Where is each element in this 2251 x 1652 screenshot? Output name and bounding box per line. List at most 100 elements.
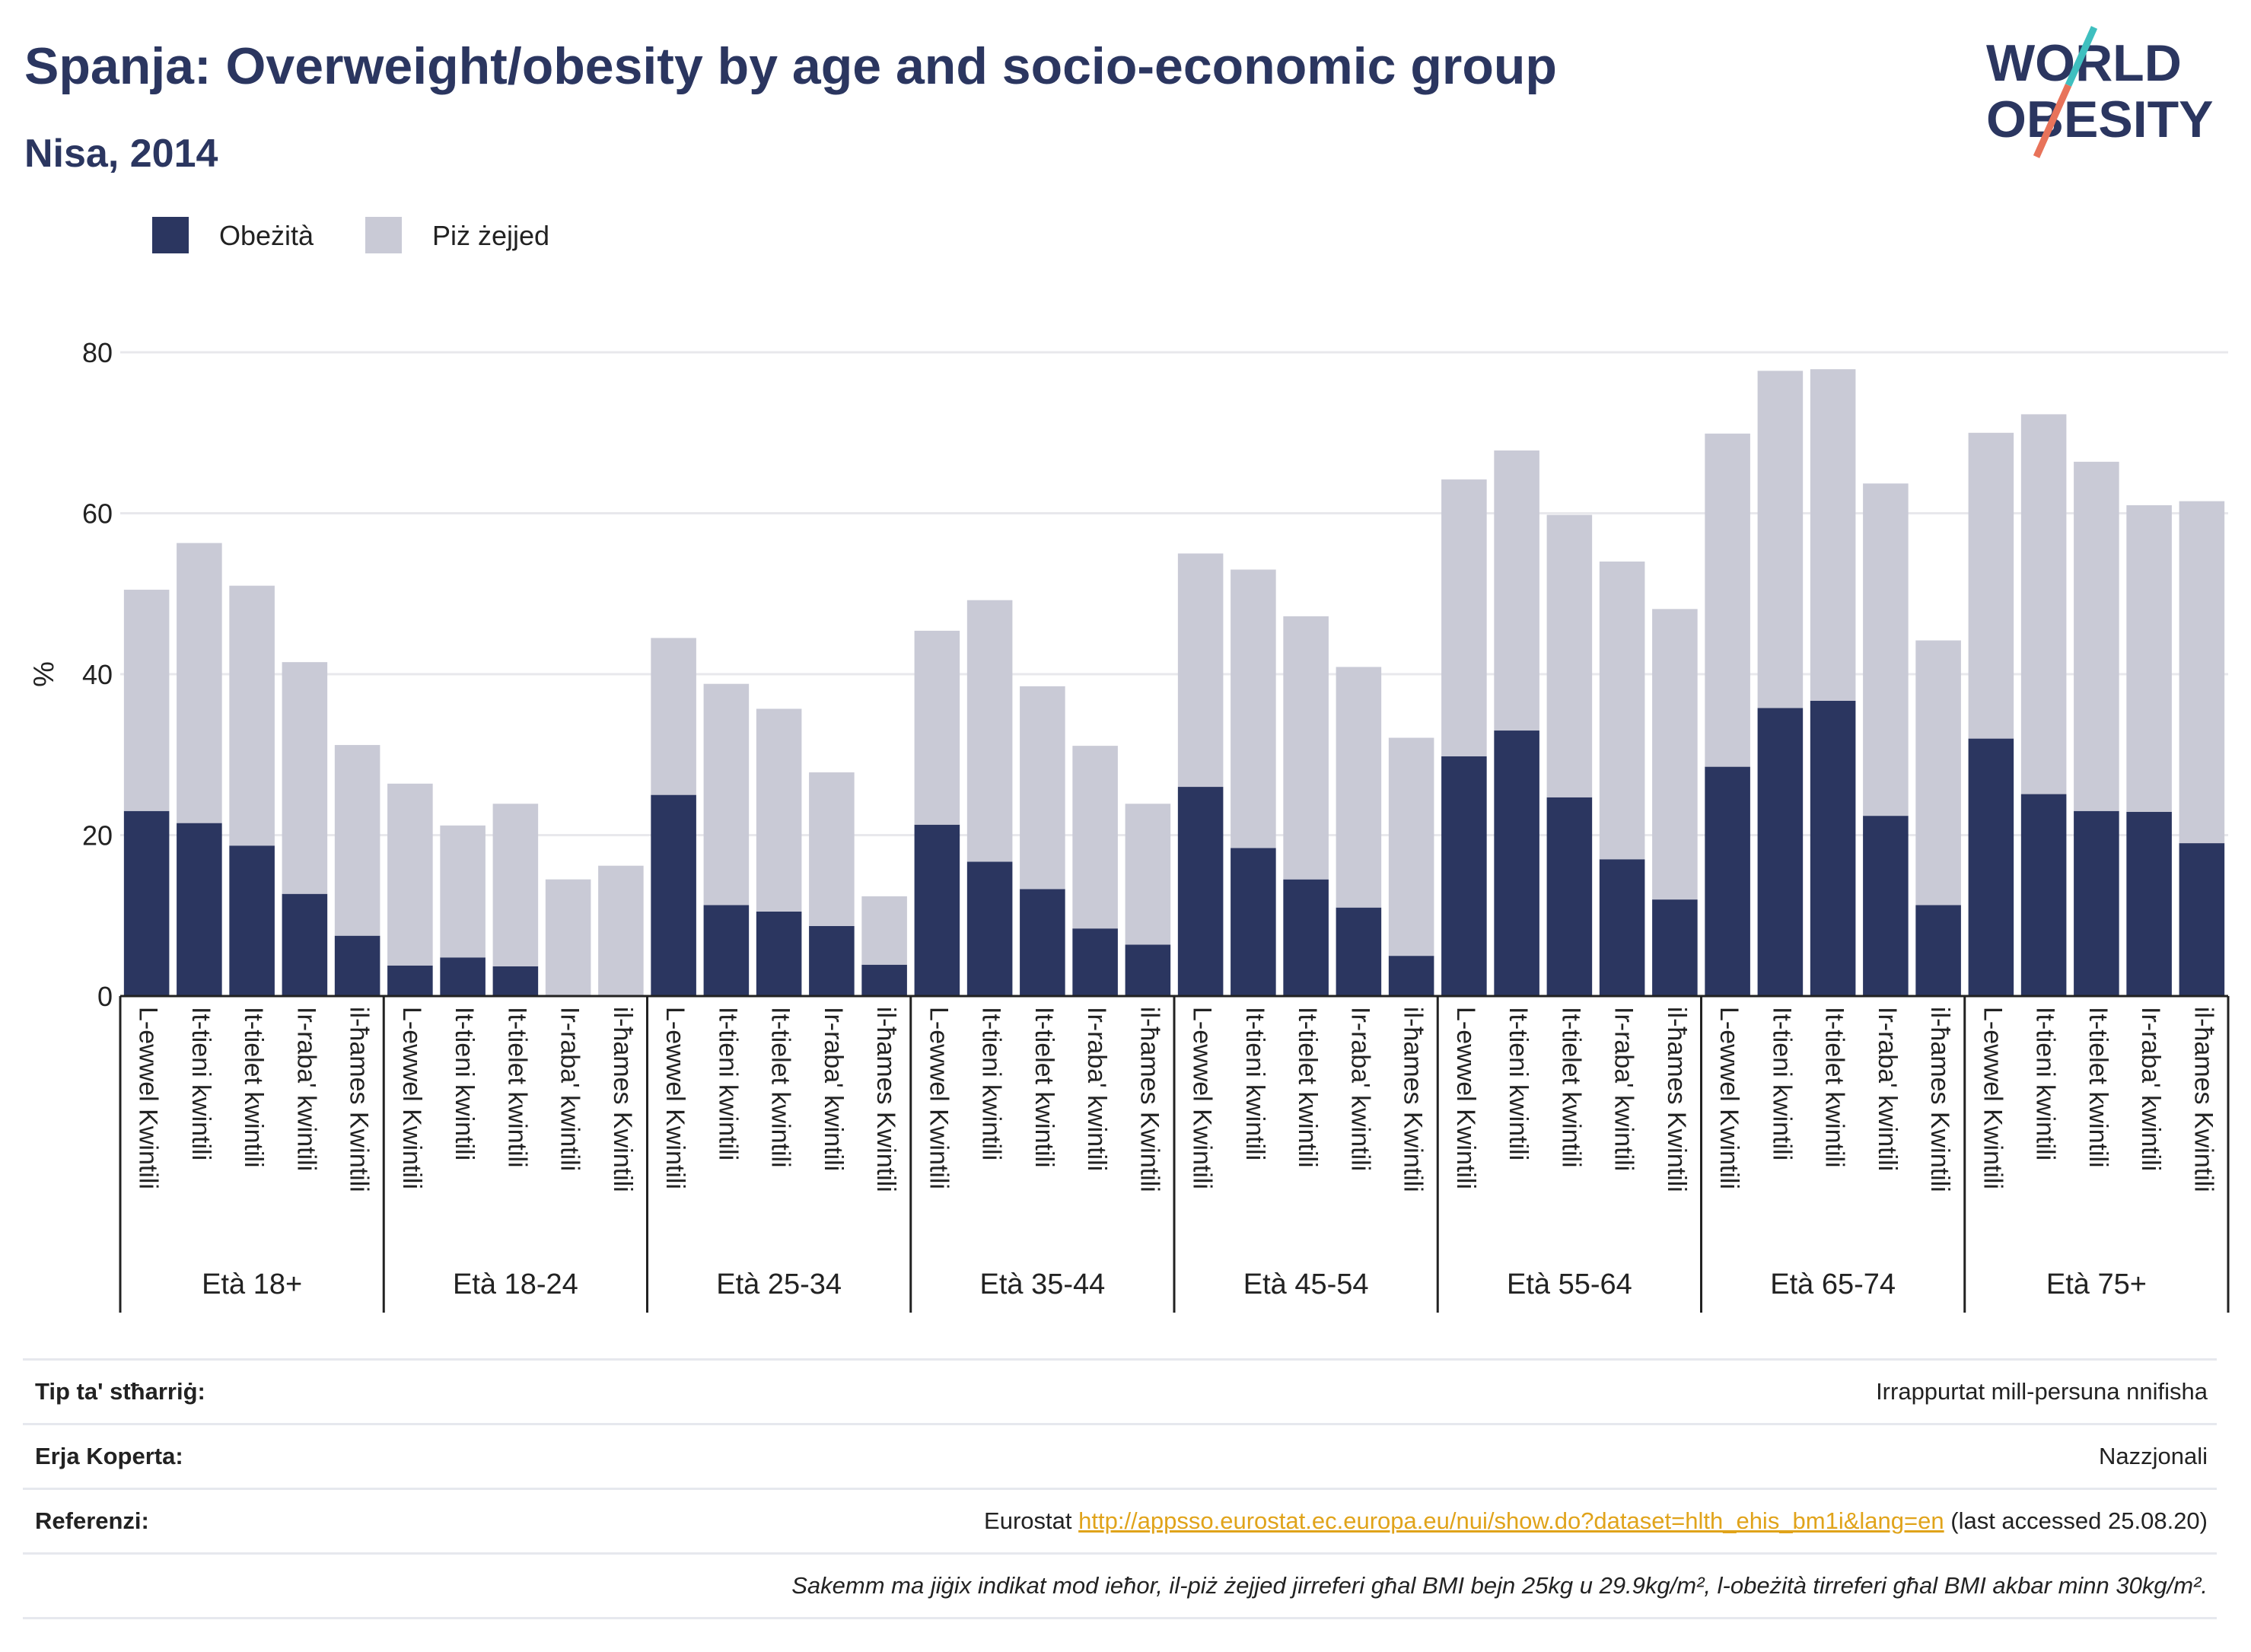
bar-overweight — [1863, 483, 1909, 816]
legend-label: Obeżità — [219, 220, 314, 251]
reference-link[interactable]: http://appsso.eurostat.ec.europa.eu/nui/… — [1078, 1507, 1944, 1534]
x-tick-label: It-tieni kwintili — [1504, 1007, 1533, 1160]
bar-overweight — [1599, 561, 1645, 860]
logo-slash-teal — [2065, 26, 2098, 87]
y-axis-label: % — [28, 661, 60, 687]
bar-obese — [334, 935, 380, 996]
x-tick-label: It-tielet kwintili — [239, 1007, 268, 1168]
bar-obese — [1546, 797, 1593, 996]
bar-obese — [282, 893, 328, 996]
x-tick-label: It-tielet kwintili — [2084, 1007, 2113, 1168]
bar-obese — [1915, 905, 1961, 996]
x-tick-label: il-ħames Kwintili — [1925, 1007, 1954, 1192]
bar-overweight — [2074, 461, 2119, 811]
x-tick-label: Ir-raba' kwintili — [291, 1007, 320, 1171]
bar-obese — [1125, 944, 1171, 996]
x-tick-label: Ir-raba' kwintili — [556, 1007, 584, 1171]
x-tick-label: Ir-raba' kwintili — [1609, 1007, 1638, 1171]
bar-obese — [966, 861, 1013, 996]
world-obesity-logo: WORLD OBESITY — [1986, 26, 2214, 158]
bar-overweight — [966, 600, 1013, 862]
logo-text-line2: OBESITY — [1986, 91, 2214, 148]
x-tick-label: It-tieni kwintili — [450, 1007, 479, 1160]
bar-overweight — [756, 708, 802, 912]
bar-obese — [1336, 907, 1382, 996]
bar-overweight — [2179, 501, 2225, 844]
bar-overweight — [440, 825, 486, 958]
bar-overweight — [809, 772, 855, 926]
bar-overweight — [1441, 479, 1487, 756]
y-tick-label: 20 — [82, 820, 113, 851]
group-label: Età 55-64 — [1507, 1268, 1632, 1300]
x-tick-label: It-tielet kwintili — [1030, 1007, 1059, 1168]
x-tick-label: il-ħames Kwintili — [1135, 1007, 1164, 1192]
x-tick-label: L-ewwel Kwintili — [134, 1007, 163, 1189]
x-tick-label: It-tielet kwintili — [766, 1007, 795, 1168]
x-tick-label: Ir-raba' kwintili — [2136, 1007, 2165, 1171]
bar-obese — [2020, 794, 2067, 996]
bar-overweight — [1231, 569, 1276, 848]
x-tick-label: L-ewwel Kwintili — [1978, 1007, 2007, 1189]
group-label: Età 45-54 — [1243, 1268, 1369, 1300]
bar-overweight — [1336, 667, 1382, 908]
bar-obese — [229, 845, 275, 996]
bar-overweight — [1810, 369, 1856, 701]
bar-overweight — [2020, 414, 2067, 794]
legend-swatch — [365, 217, 402, 253]
x-tick-label: It-tieni kwintili — [713, 1007, 742, 1160]
x-tick-label: L-ewwel Kwintili — [397, 1007, 426, 1189]
bar-obese — [651, 794, 696, 996]
bar-overweight — [651, 638, 696, 795]
x-tick-label: It-tieni kwintili — [1767, 1007, 1796, 1160]
x-tick-label: L-ewwel Kwintili — [661, 1007, 689, 1189]
x-tick-label: L-ewwel Kwintili — [1715, 1007, 1743, 1189]
x-tick-label: Ir-raba' kwintili — [1082, 1007, 1111, 1171]
y-tick-label: 0 — [97, 981, 113, 1012]
bar-overweight — [1125, 804, 1171, 945]
info-row-note: Sakemm ma jiġix indikat mod ieħor, il-pi… — [23, 1552, 2217, 1619]
bar-overweight — [1177, 553, 1224, 788]
x-tick-label: It-tielet kwintili — [1293, 1007, 1322, 1168]
x-tick-label: L-ewwel Kwintili — [1188, 1007, 1217, 1189]
x-tick-label: Ir-raba' kwintili — [819, 1007, 848, 1171]
bar-obese — [1810, 700, 1856, 996]
x-tick-label: L-ewwel Kwintili — [924, 1007, 953, 1189]
definition-note: Sakemm ma jiġix indikat mod ieħor, il-pi… — [791, 1572, 2208, 1599]
x-tick-label: il-ħames Kwintili — [2189, 1007, 2218, 1192]
bar-overweight — [914, 630, 960, 825]
group-label: Età 18-24 — [453, 1268, 578, 1300]
bar-obese — [1020, 889, 1065, 996]
references-value: Eurostat http://appsso.eurostat.ec.europ… — [984, 1507, 2217, 1535]
bar-obese — [914, 824, 960, 996]
x-tick-label: L-ewwel Kwintili — [1451, 1007, 1480, 1189]
bar-obese — [2179, 843, 2225, 996]
chart-title: Spanja: Overweight/obesity by age and so… — [24, 37, 1557, 95]
bar-overweight — [1968, 432, 2014, 739]
bar-overweight — [1283, 616, 1329, 880]
x-tick-label: It-tieni kwintili — [977, 1007, 1006, 1160]
reference-source: Eurostat — [984, 1507, 1072, 1534]
survey-type-label: Tip ta' stħarriġ: — [35, 1378, 205, 1405]
group-label: Età 65-74 — [1770, 1268, 1896, 1300]
bar-overweight — [1915, 640, 1961, 906]
bar-obese — [703, 905, 750, 996]
x-tick-label: il-ħames Kwintili — [1399, 1007, 1428, 1192]
bar-obese — [492, 966, 539, 996]
bar-obese — [756, 911, 802, 996]
x-tick-label: il-ħames Kwintili — [871, 1007, 900, 1192]
group-label: Età 25-34 — [716, 1268, 842, 1300]
x-tick-label: It-tieni kwintili — [186, 1007, 215, 1160]
bar-overweight — [1546, 514, 1593, 797]
group-label: Età 18+ — [202, 1268, 302, 1300]
y-tick-label: 60 — [82, 498, 113, 530]
bar-overweight — [1652, 609, 1698, 900]
bar-overweight — [334, 745, 380, 936]
x-tick-label: Ir-raba' kwintili — [1873, 1007, 1902, 1171]
bar-overweight — [545, 879, 591, 996]
info-row-references: Referenzi: Eurostat http://appsso.eurost… — [23, 1488, 2217, 1552]
bar-obese — [861, 964, 907, 996]
bar-obese — [2074, 810, 2119, 996]
bar-overweight — [861, 896, 907, 965]
bar-overweight — [2126, 505, 2172, 812]
group-label: Età 35-44 — [979, 1268, 1105, 1300]
